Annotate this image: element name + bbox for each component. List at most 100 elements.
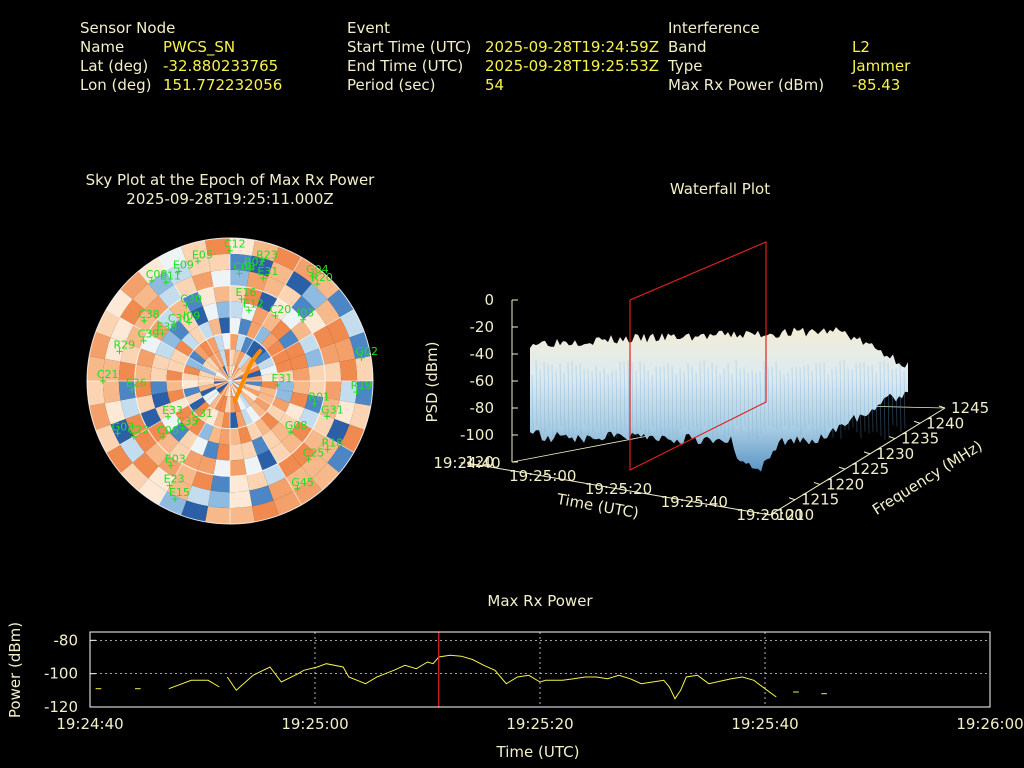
satellite-label: C25 [303,447,325,460]
sky-cell [308,364,326,381]
satellite-plus [353,389,360,396]
satellite-label: I03 [297,307,314,320]
satellite-marker: E16 [235,286,256,303]
sky-cell [230,269,250,288]
satellite-plus [259,258,266,265]
satellite-label: G31 [321,403,344,416]
waterfall-streak [695,372,698,429]
waterfall-streak [715,365,718,438]
sky-cell [246,321,262,340]
sky-cell [170,397,189,413]
sky-cell [202,440,219,460]
waterfall-time-tick-label: 19:24:40 [433,454,500,472]
waterfall-streak [851,369,854,428]
sky-cell [334,337,356,362]
waterfall-streak [743,367,746,426]
satellite-marker: C21 [97,368,119,384]
satellite-plus [165,413,172,420]
waterfall-streak [867,365,870,434]
satellite-label: E11 [160,269,181,282]
sky-cell [174,404,194,422]
waterfall-streak [559,363,562,428]
satellite-plus [130,433,137,440]
waterfall-freq-tick [938,405,946,409]
sky-cell [205,391,220,406]
line-chart-y-tick-label: -120 [44,698,78,716]
sky-cell [206,408,220,426]
satellite-label: C30 [168,312,190,325]
waterfall-streak [843,360,846,430]
sky-cell [230,490,253,509]
waterfall-streak [859,362,862,439]
sky-cell [230,427,242,445]
sky-cell [293,257,322,284]
line-chart-frame [89,631,991,708]
satellite-marker: C35 [177,415,198,432]
sensor-lat-label: Lat (deg) [80,57,149,75]
waterfall-streak [863,362,866,432]
max-rx-power-line [168,679,220,690]
waterfall-streak [795,367,798,429]
waterfall-epoch-plane [629,241,767,471]
satellite-marker: C08 [146,268,167,284]
waterfall-streak [655,366,658,433]
satellite-plus [183,302,190,309]
satellite-label: E33 [162,404,183,417]
waterfall-z-tick-label: -20 [470,318,495,336]
sky-cell [230,412,239,429]
sky-cell [209,353,223,369]
sky-cell [246,271,269,292]
sky-cell [213,410,225,428]
sky-cell [240,336,254,354]
interference-type-label: Type [668,57,703,75]
sky-cell [198,383,216,392]
sky-cell [214,394,225,411]
sky-cell [270,320,291,341]
sky-cell [119,436,145,463]
sky-cell [252,500,279,522]
sky-azimuth-spoke [158,380,231,506]
satellite-plus [309,272,316,279]
sky-cell [202,388,218,402]
sky-cell [190,436,209,456]
waterfall-streak [683,371,686,427]
sky-cell [202,360,218,374]
skyplot-epoch: 2025-09-28T19:25:11.000Z [126,190,334,208]
waterfall-streak [699,361,702,437]
waterfall-streak [903,370,906,429]
satellite-marker: R29 [113,338,135,355]
sky-cell [230,365,233,381]
sky-cell [230,253,253,272]
waterfall-time-tick [466,459,473,464]
sky-cell [188,396,206,412]
waterfall-freq-tick-label: 1245 [951,399,989,417]
satellite-plus [287,429,294,436]
waterfall-streak [667,363,670,440]
satellite-plus [236,270,243,277]
satellite-plus [272,312,279,319]
sky-cell [230,301,244,319]
sky-cell [245,381,262,387]
sky-cell [240,408,254,426]
satellite-marker: E05 [192,248,213,265]
sky-cell [235,410,247,428]
satellite-label: G02 [355,345,378,358]
satellite-label: R23 [256,248,278,261]
waterfall-streak [727,363,730,438]
sky-cell [254,396,272,412]
sky-cell [218,427,230,445]
waterfall-freq-tick [913,420,921,424]
sky-cell [87,356,105,381]
sky-cell [155,402,175,421]
sky-cell [249,255,274,277]
sky-cell [273,491,302,516]
sky-cell [174,340,194,358]
skyplot-title: Sky Plot at the Epoch of Max Rx Power [85,171,375,189]
waterfall-streak [767,366,770,426]
satellite-plus [324,413,331,420]
satellite-plus [171,496,178,503]
sky-cell [311,271,340,300]
sky-cell [216,301,230,319]
satellite-marker: C31 [191,407,213,423]
waterfall-streak [531,374,534,429]
